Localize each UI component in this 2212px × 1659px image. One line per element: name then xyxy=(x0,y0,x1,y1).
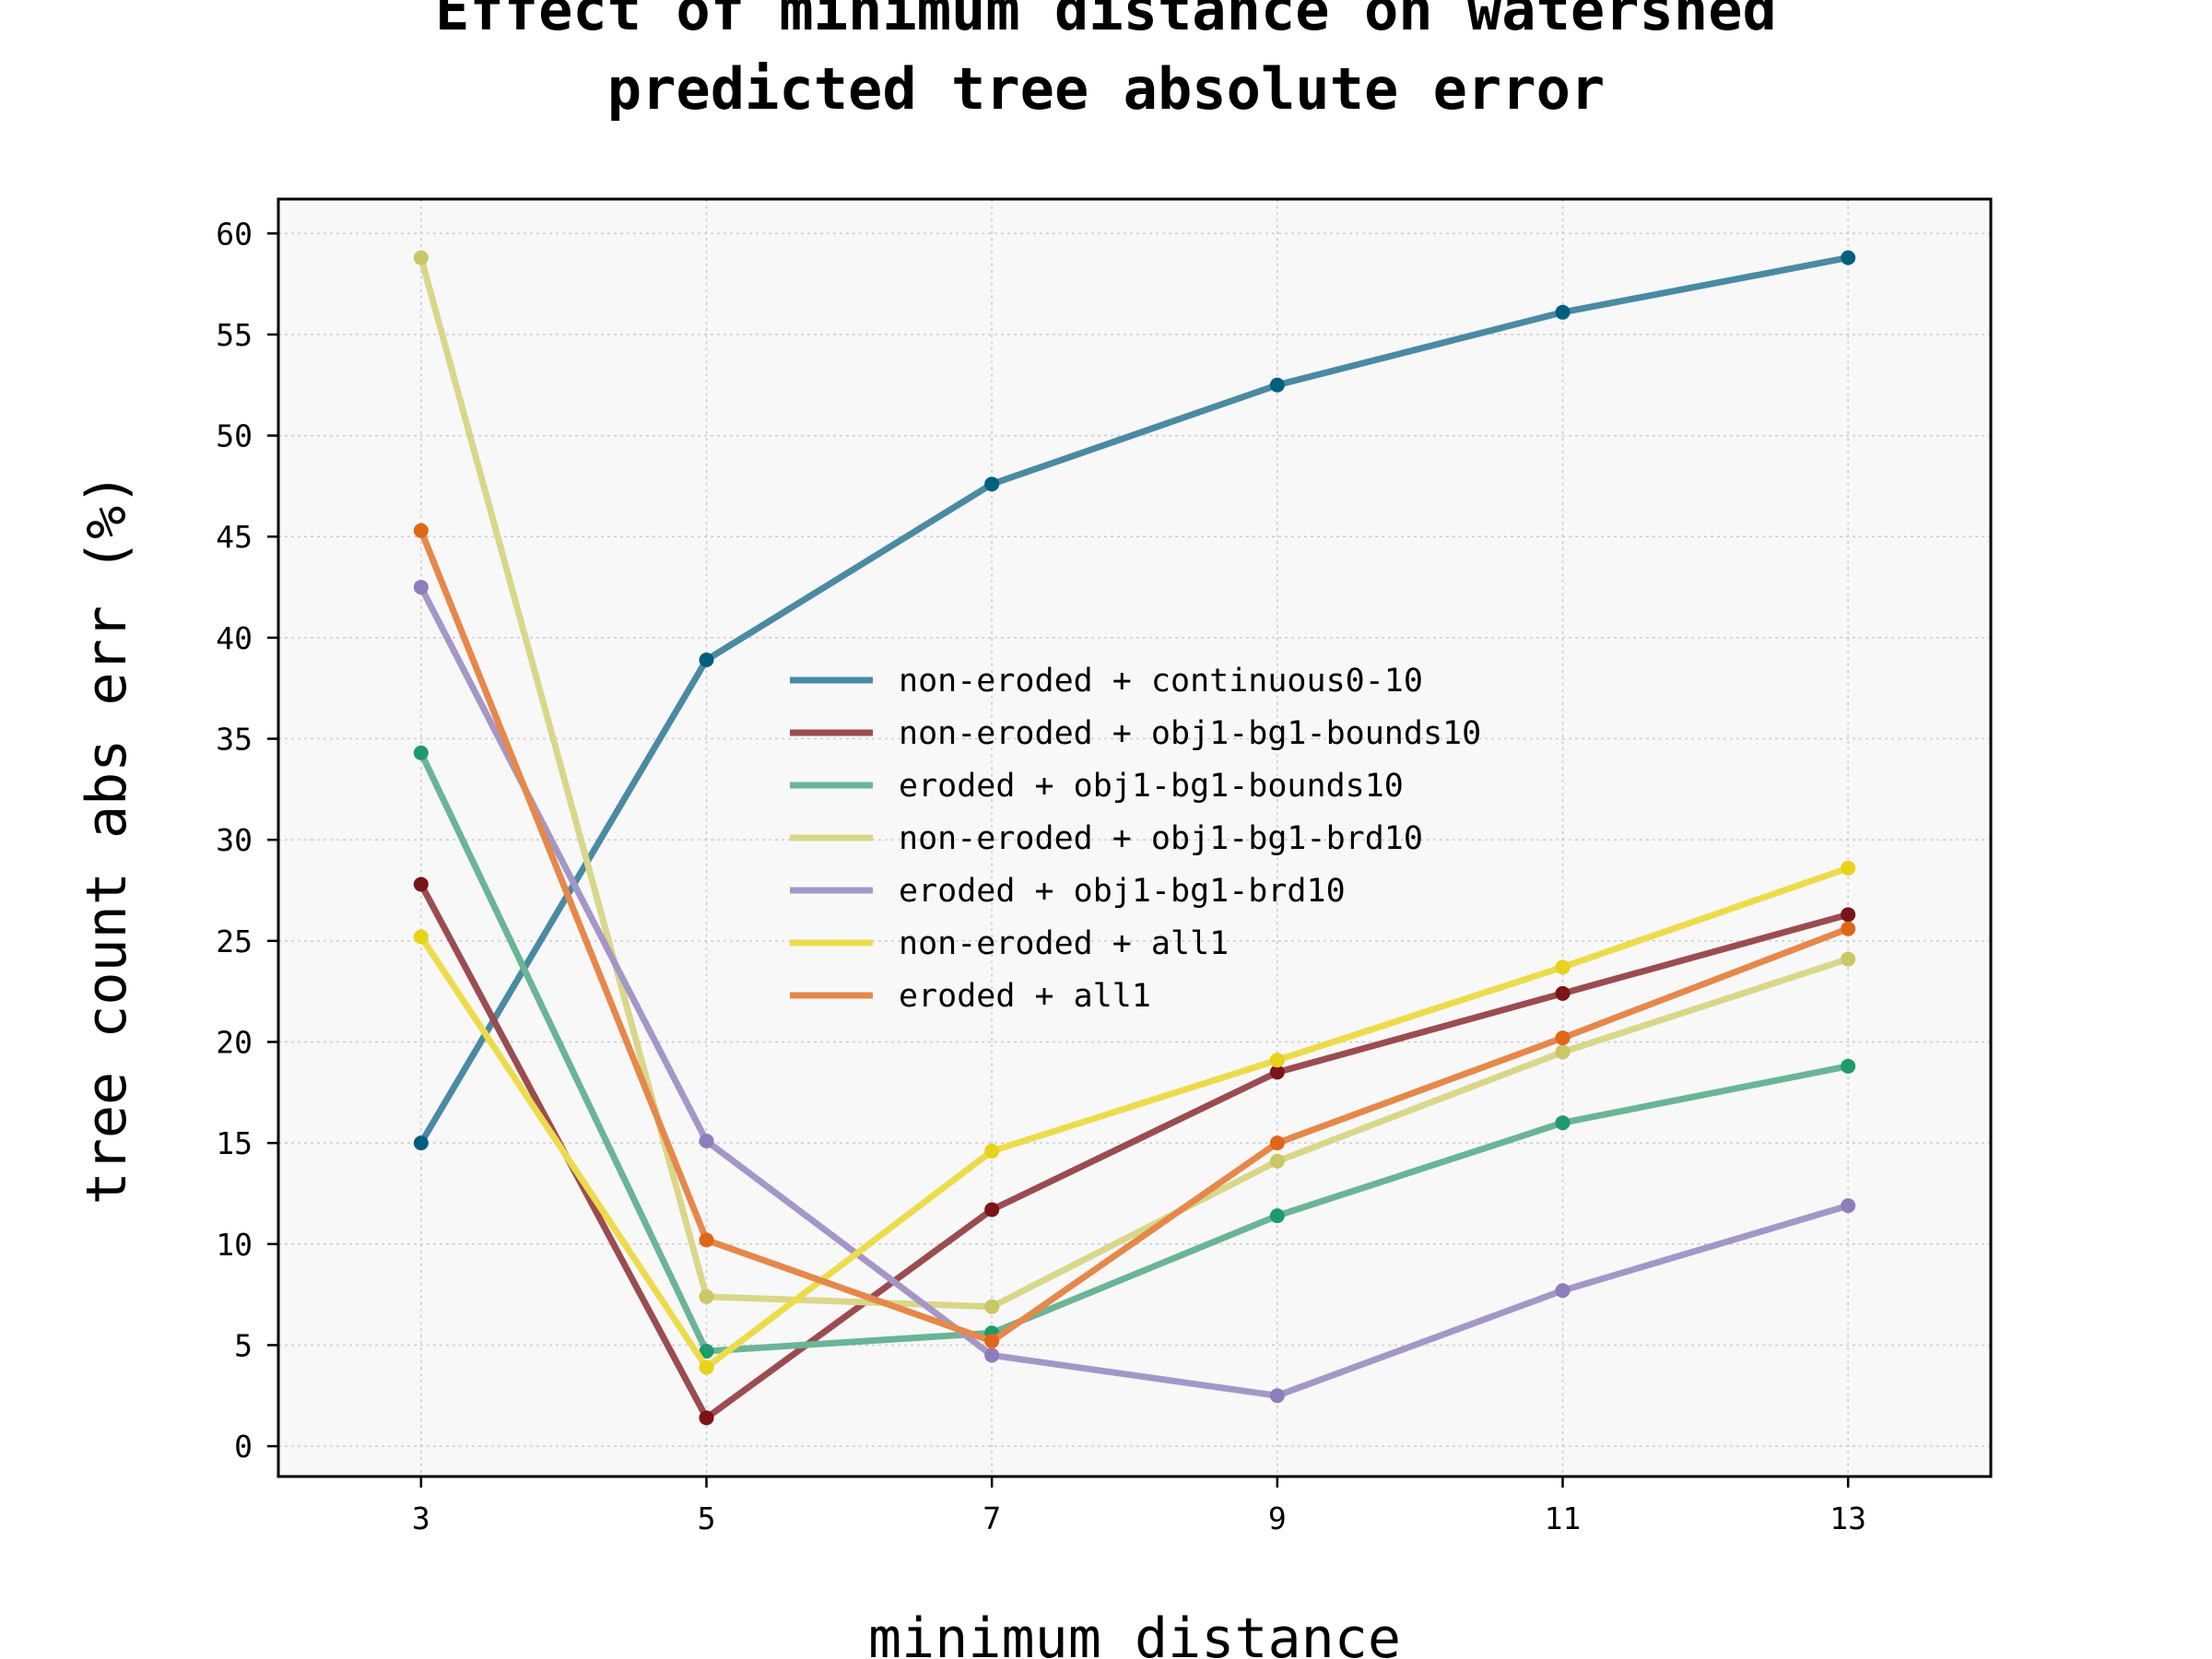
data-point xyxy=(1841,860,1856,876)
data-point xyxy=(1555,1115,1571,1131)
x-axis: 3 5 7 9 11 13 xyxy=(412,1477,1866,1536)
chart-title-line-2: predicted tree absolute error xyxy=(607,55,1606,123)
data-point xyxy=(1555,1044,1571,1060)
x-tick-label: 11 xyxy=(1545,1500,1582,1536)
plot-area xyxy=(278,199,1991,1477)
data-point xyxy=(1555,304,1571,320)
y-tick-label: 20 xyxy=(216,1024,253,1060)
data-point xyxy=(413,580,429,595)
data-point xyxy=(1269,1053,1285,1068)
legend-label: eroded + obj1-bg1-bounds10 xyxy=(899,768,1404,805)
data-point xyxy=(1841,1058,1856,1074)
data-point xyxy=(413,1135,429,1151)
y-tick-label: 60 xyxy=(216,216,253,252)
legend-item-non-eroded-continuous0-10: non-eroded + continuous0-10 xyxy=(790,663,1423,700)
y-tick-label: 30 xyxy=(216,822,253,858)
legend-label: eroded + obj1-bg1-brd10 xyxy=(899,873,1346,910)
data-point xyxy=(1269,1208,1285,1224)
x-axis-label: minimum distance xyxy=(868,1606,1401,1659)
legend-item-non-eroded-obj1-bg1-bounds10: non-eroded + obj1-bg1-bounds10 xyxy=(790,715,1481,752)
y-axis: 0 5 10 15 20 25 30 35 40 45 50 55 60 xyxy=(216,216,278,1465)
series-eroded-obj1-bg1-brd10 xyxy=(413,580,1856,1404)
data-point xyxy=(984,1202,1000,1218)
series-line xyxy=(418,583,1852,1399)
y-tick-label: 50 xyxy=(216,418,253,454)
data-point xyxy=(413,877,429,892)
series-non-eroded-continuous0-10 xyxy=(413,250,1856,1151)
chart-title: Effect of minimum distance on watershed … xyxy=(435,0,1777,123)
series-line xyxy=(418,527,1852,1345)
data-point xyxy=(413,745,429,760)
data-point xyxy=(1269,377,1285,393)
y-tick-label: 10 xyxy=(216,1227,253,1263)
data-point xyxy=(413,250,429,265)
y-tick-label: 35 xyxy=(216,722,253,758)
legend-label: non-eroded + obj1-bg1-bounds10 xyxy=(899,715,1481,752)
y-tick-label: 45 xyxy=(216,519,253,555)
y-tick-label: 55 xyxy=(216,317,253,353)
chart-title-line-1: Effect of minimum distance on watershed xyxy=(435,0,1777,43)
data-point xyxy=(984,1143,1000,1159)
data-point xyxy=(1269,1153,1285,1169)
data-point xyxy=(1841,951,1856,967)
x-tick-label: 13 xyxy=(1830,1500,1866,1536)
series-line xyxy=(418,865,1852,1371)
series-non-eroded-obj1-bg1-bounds10 xyxy=(413,877,1856,1426)
legend: non-eroded + continuous0-10 non-eroded + … xyxy=(790,663,1481,1015)
legend-item-non-eroded-obj1-bg1-brd10: non-eroded + obj1-bg1-brd10 xyxy=(790,820,1423,857)
y-tick-label: 40 xyxy=(216,620,253,656)
data-point xyxy=(984,1347,1000,1363)
legend-label: non-eroded + obj1-bg1-brd10 xyxy=(899,820,1423,857)
data-point xyxy=(1841,250,1856,265)
legend-label: non-eroded + continuous0-10 xyxy=(899,663,1423,700)
series-eroded-obj1-bg1-bounds10 xyxy=(413,745,1856,1359)
data-point xyxy=(699,1410,714,1426)
y-tick-label: 5 xyxy=(234,1327,253,1363)
series-line xyxy=(418,880,1852,1421)
series-line xyxy=(418,749,1852,1355)
data-point xyxy=(984,477,1000,492)
x-tick-label: 3 xyxy=(412,1500,430,1536)
data-point xyxy=(1841,907,1856,923)
data-point xyxy=(984,1334,1000,1349)
data-point xyxy=(699,1359,714,1375)
series-line xyxy=(418,254,1852,1147)
y-tick-label: 15 xyxy=(216,1125,253,1161)
y-axis-label: tree count abs err (%) xyxy=(75,473,139,1206)
data-point xyxy=(984,1299,1000,1314)
data-point xyxy=(1269,1065,1285,1080)
data-point xyxy=(1841,1198,1856,1214)
data-point xyxy=(699,653,714,668)
series-non-eroded-all1 xyxy=(413,860,1856,1375)
y-tick-label: 0 xyxy=(234,1429,253,1465)
x-tick-label: 7 xyxy=(982,1500,1001,1536)
data-point xyxy=(699,1232,714,1248)
grid xyxy=(278,199,1991,1477)
legend-item-eroded-obj1-bg1-bounds10: eroded + obj1-bg1-bounds10 xyxy=(790,768,1404,805)
data-point xyxy=(1555,1283,1571,1299)
x-tick-label: 5 xyxy=(698,1500,716,1536)
data-point xyxy=(1269,1135,1285,1151)
data-point xyxy=(413,929,429,945)
series-eroded-all1 xyxy=(413,523,1856,1349)
data-point xyxy=(1555,985,1571,1001)
legend-item-eroded-all1: eroded + all1 xyxy=(790,978,1151,1015)
legend-label: non-eroded + all1 xyxy=(899,925,1229,962)
legend-item-non-eroded-all1: non-eroded + all1 xyxy=(790,925,1229,962)
plot-frame xyxy=(276,197,1993,1478)
legend-item-eroded-obj1-bg1-brd10: eroded + obj1-bg1-brd10 xyxy=(790,873,1346,910)
data-point xyxy=(1269,1388,1285,1404)
y-tick-label: 25 xyxy=(216,924,253,959)
data-point xyxy=(699,1288,714,1304)
data-point xyxy=(1841,921,1856,936)
data-point xyxy=(699,1133,714,1148)
data-point xyxy=(1555,1030,1571,1046)
data-point xyxy=(699,1344,714,1359)
data-point xyxy=(1555,959,1571,975)
legend-label: eroded + all1 xyxy=(899,978,1151,1015)
x-tick-label: 9 xyxy=(1268,1500,1287,1536)
data-series xyxy=(413,250,1856,1426)
data-point xyxy=(413,523,429,538)
